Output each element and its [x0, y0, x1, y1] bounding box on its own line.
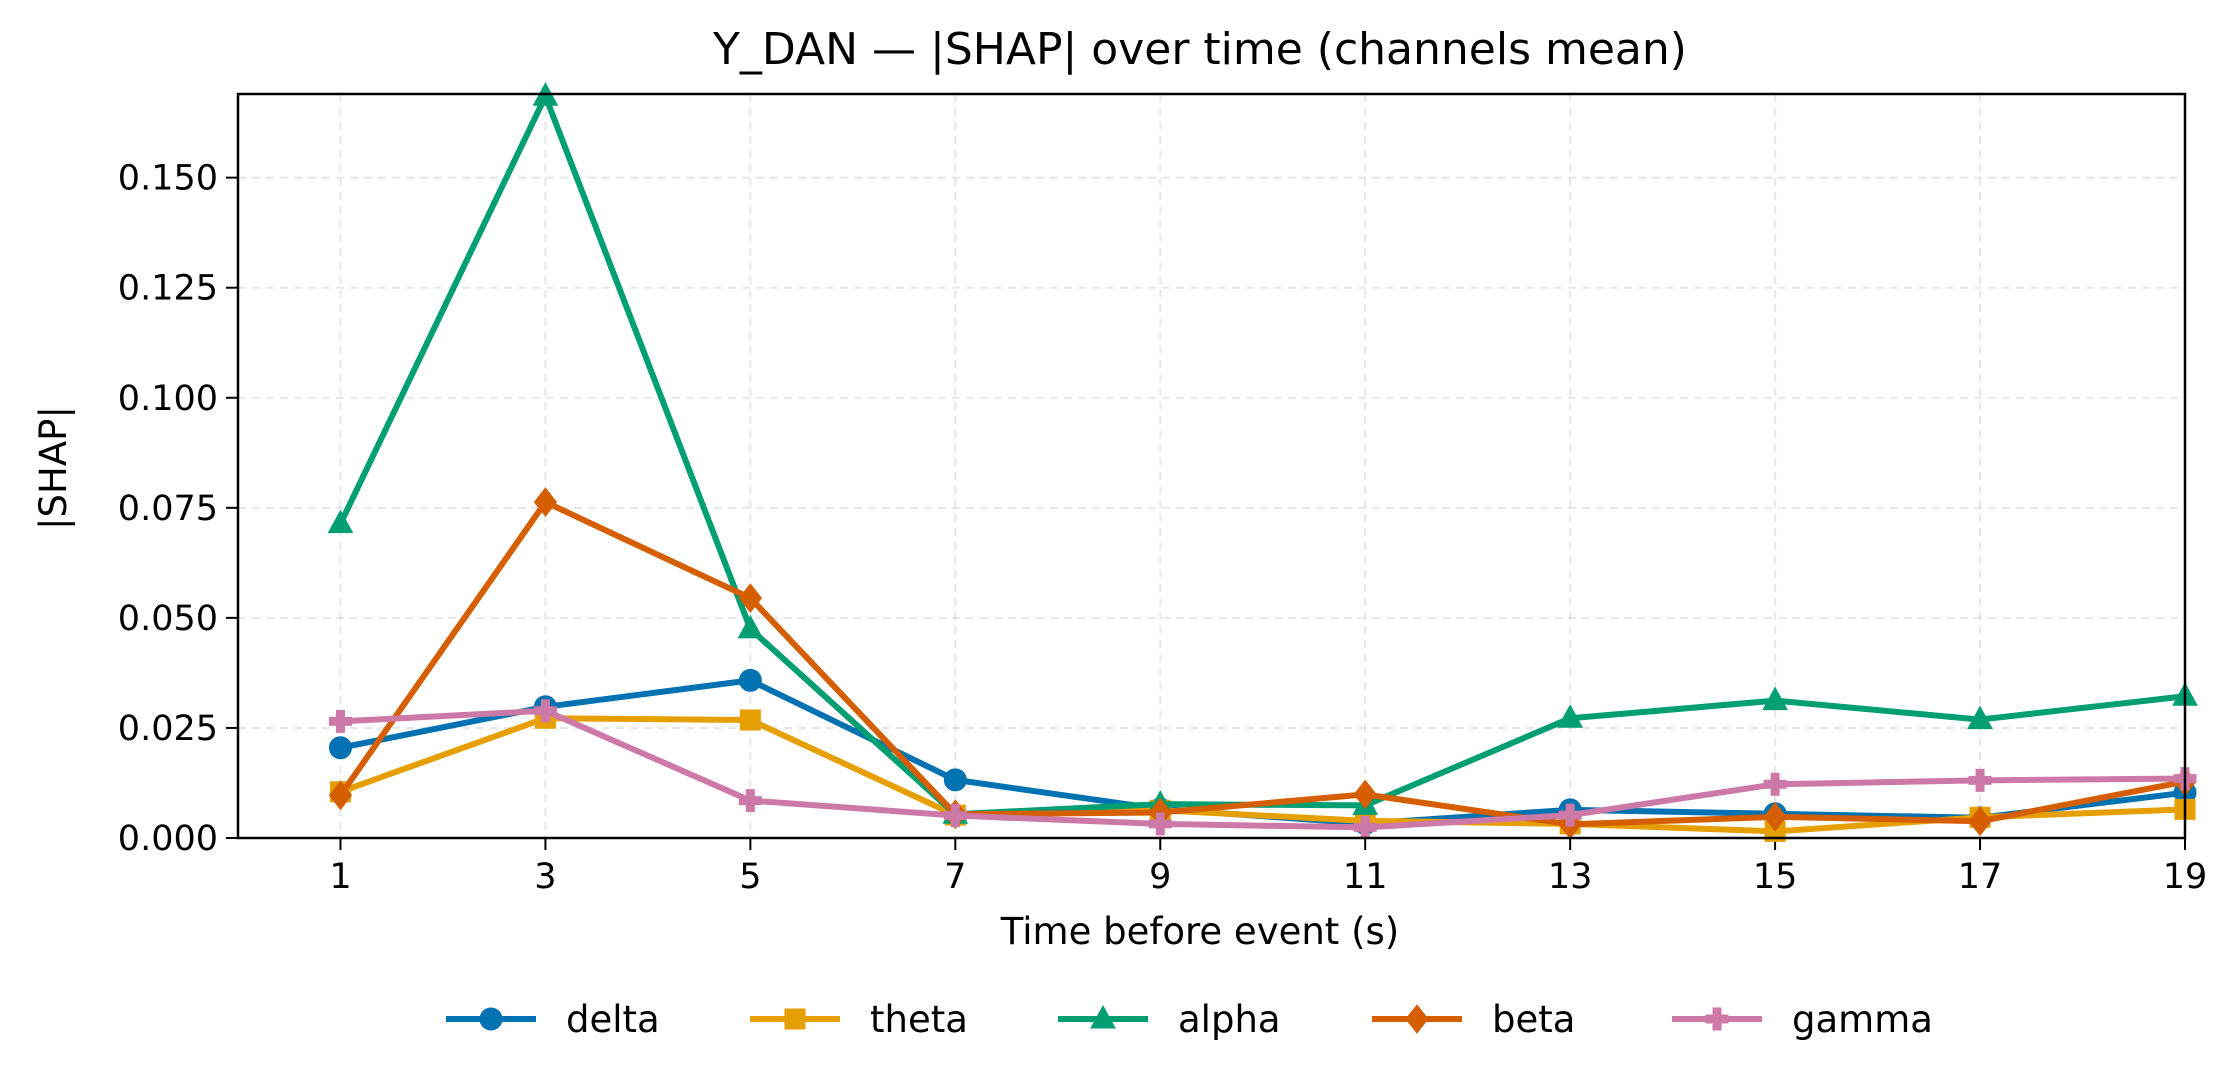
legend-marker-gamma: [1705, 1007, 1729, 1031]
data-point-gamma: [1148, 812, 1172, 836]
legend-label: gamma: [1792, 998, 1933, 1041]
data-point-gamma: [1763, 772, 1787, 796]
legend: delta theta alpha beta gamma: [446, 998, 1933, 1041]
data-point-alpha: [1967, 705, 1993, 730]
legend-label: delta: [566, 998, 660, 1041]
legend-item-alpha: alpha: [1058, 998, 1281, 1041]
y-tick-label: 0.000: [118, 819, 218, 859]
data-point-beta: [1763, 802, 1787, 832]
data-point-gamma: [1968, 768, 1992, 792]
y-tick-label: 0.100: [118, 379, 218, 419]
y-tick-label: 0.125: [118, 269, 218, 309]
data-point-delta: [943, 768, 967, 792]
data-point-beta: [1353, 779, 1377, 810]
y-tick-label: 0.050: [118, 599, 218, 639]
x-tick-label: 17: [1958, 857, 2003, 897]
x-tick-label: 15: [1753, 857, 1798, 897]
x-tick-label: 1: [329, 857, 351, 897]
x-tick-label: 5: [739, 857, 761, 897]
y-tick-label: 0.025: [118, 709, 218, 749]
x-tick-label: 13: [1548, 857, 1593, 897]
legend-label: theta: [870, 998, 968, 1041]
series-line-beta: [337, 499, 2188, 828]
y-tick-label: 0.150: [118, 159, 218, 199]
data-point-gamma: [328, 709, 352, 733]
data-point-beta: [328, 780, 353, 811]
series-line-theta: [337, 715, 2188, 835]
x-tick-label: 7: [944, 857, 966, 897]
data-point-gamma: [1558, 803, 1582, 827]
data-point-alpha: [327, 509, 354, 534]
legend-marker-delta: [479, 1007, 503, 1031]
legend-item-delta: delta: [446, 998, 660, 1041]
legend-item-beta: beta: [1372, 998, 1575, 1041]
legend-label: alpha: [1178, 998, 1281, 1041]
x-tick-label: 11: [1343, 857, 1388, 897]
data-point-alpha: [1762, 686, 1788, 711]
chart-title: Y_DAN — |SHAP| over time (channels mean): [712, 24, 1687, 75]
data-point-beta: [738, 583, 763, 613]
x-axis-label: Time before event (s): [1000, 910, 1399, 953]
legend-item-theta: theta: [750, 998, 968, 1041]
data-point-gamma: [943, 804, 967, 828]
legend-label: beta: [1492, 998, 1575, 1041]
plot-area-border: [236, 92, 2187, 840]
y-axis-label: |SHAP|: [32, 406, 75, 530]
data-point-delta: [328, 736, 352, 760]
legend-item-gamma: gamma: [1672, 998, 1933, 1041]
data-point-alpha: [1557, 704, 1584, 728]
data-point-beta: [1968, 806, 1992, 837]
data-point-alpha: [737, 614, 764, 639]
legend-marker-alpha: [1090, 1004, 1116, 1029]
y-tick-label: 0.075: [118, 489, 218, 529]
series-line-gamma: [337, 707, 2188, 831]
data-point-delta: [738, 668, 762, 692]
legend-marker-theta: [784, 1008, 806, 1030]
data-point-gamma: [533, 699, 557, 723]
data-point-gamma: [738, 789, 762, 813]
x-tick-label: 9: [1149, 857, 1171, 897]
plot-frame: [236, 92, 2187, 840]
data-point-beta: [533, 487, 558, 517]
x-tick-label: 19: [2163, 857, 2208, 897]
data-point-theta: [739, 709, 761, 731]
legend-marker-beta: [1405, 1004, 1429, 1034]
x-tick-label: 3: [534, 857, 556, 897]
